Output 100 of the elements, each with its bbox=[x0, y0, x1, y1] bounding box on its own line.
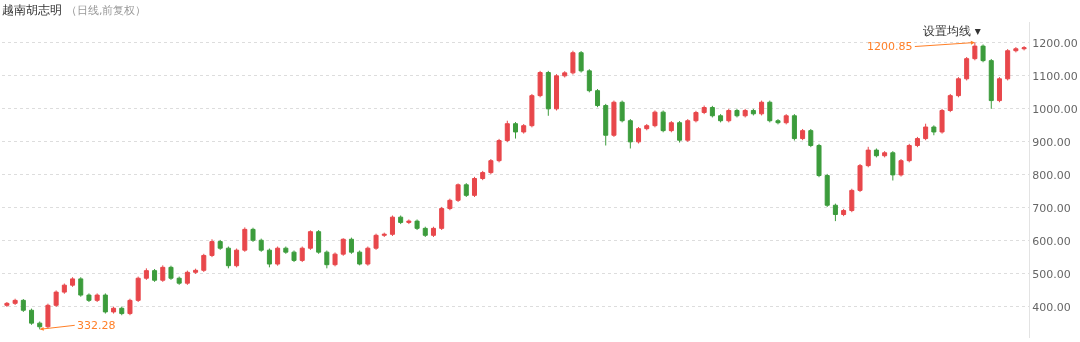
candlestick bbox=[168, 265, 174, 281]
y-tick-label: 500.00 bbox=[1032, 267, 1071, 281]
candlestick bbox=[955, 76, 961, 98]
candlestick bbox=[291, 250, 297, 263]
candlestick bbox=[373, 233, 379, 251]
annotation: 332.28 bbox=[77, 319, 116, 332]
candlestick bbox=[636, 126, 642, 145]
candlestick bbox=[152, 268, 158, 283]
candlestick bbox=[176, 276, 182, 286]
candlestick bbox=[480, 170, 486, 181]
candlestick bbox=[365, 246, 371, 267]
y-tick-label: 800.00 bbox=[1032, 168, 1071, 182]
candlestick bbox=[316, 229, 322, 255]
candlestick bbox=[783, 113, 789, 125]
candlestick bbox=[759, 100, 765, 116]
candlestick bbox=[603, 103, 609, 146]
candlestick bbox=[611, 100, 617, 138]
y-tick-label: 400.00 bbox=[1032, 300, 1071, 314]
candlestick bbox=[734, 108, 740, 118]
candlestick bbox=[677, 120, 683, 144]
y-tick-label: 600.00 bbox=[1032, 234, 1071, 248]
candlestick bbox=[119, 306, 125, 316]
candlestick bbox=[619, 100, 625, 123]
candlestick bbox=[135, 276, 141, 303]
candlestick bbox=[873, 147, 879, 158]
candlestick bbox=[275, 246, 281, 267]
candlestick bbox=[242, 226, 248, 253]
candlestick bbox=[496, 138, 502, 163]
candlestick bbox=[86, 292, 92, 303]
candlestick bbox=[898, 158, 904, 178]
candlestick bbox=[595, 88, 601, 108]
candlestick bbox=[127, 298, 133, 316]
candlestick bbox=[439, 206, 445, 231]
candlestick bbox=[1005, 48, 1011, 81]
candlestick bbox=[726, 108, 732, 123]
candlestick bbox=[299, 246, 305, 263]
candlestick bbox=[988, 58, 994, 110]
candlestick bbox=[389, 215, 395, 237]
candlestick bbox=[554, 73, 560, 111]
candlestick bbox=[283, 246, 289, 255]
candlestick bbox=[521, 123, 527, 135]
candlestick bbox=[570, 50, 576, 75]
candlestick bbox=[701, 105, 707, 115]
candlestick bbox=[78, 276, 84, 298]
candlestick bbox=[857, 163, 863, 193]
candlestick bbox=[586, 68, 592, 93]
candlestick bbox=[980, 43, 986, 63]
candlestick bbox=[996, 76, 1002, 103]
candlestick bbox=[824, 173, 830, 208]
candlestick bbox=[816, 143, 822, 178]
candlestick bbox=[742, 108, 748, 118]
candlestick bbox=[332, 251, 338, 267]
candlestick bbox=[800, 128, 806, 141]
candlestick bbox=[841, 208, 847, 217]
candlestick bbox=[20, 298, 26, 313]
annotation: 设置均线 ▾ bbox=[923, 24, 981, 38]
candlestick bbox=[398, 215, 404, 225]
candlestick bbox=[234, 248, 240, 268]
candlestick bbox=[29, 308, 35, 326]
y-tick-label: 900.00 bbox=[1032, 135, 1071, 149]
candlestick bbox=[832, 203, 838, 222]
candlestick bbox=[266, 248, 272, 268]
candlestick bbox=[545, 70, 551, 117]
y-tick-label: 1100.00 bbox=[1032, 69, 1078, 83]
y-tick-label: 1200.00 bbox=[1032, 36, 1078, 50]
candlestick bbox=[447, 198, 453, 211]
candlestick bbox=[217, 239, 223, 251]
candlestick bbox=[947, 93, 953, 113]
candlestick bbox=[422, 226, 428, 238]
candlestick bbox=[225, 246, 231, 269]
candlestick bbox=[652, 109, 658, 128]
candlestick bbox=[808, 128, 814, 148]
candlestick bbox=[324, 250, 330, 269]
candlestick bbox=[791, 113, 797, 142]
y-tick-label: 1000.00 bbox=[1032, 102, 1078, 116]
candlestick bbox=[488, 158, 494, 175]
candlestick bbox=[471, 176, 477, 198]
candlestick bbox=[718, 113, 724, 123]
candlestick bbox=[455, 182, 461, 203]
chart-subtitle: （日线,前复权） bbox=[65, 3, 147, 17]
candlestick bbox=[209, 238, 215, 258]
candlestick bbox=[693, 110, 699, 123]
candlestick bbox=[709, 105, 715, 118]
candlestick bbox=[529, 93, 535, 128]
candlestick bbox=[890, 150, 896, 181]
candlestick bbox=[668, 120, 674, 133]
candlestick bbox=[1021, 45, 1027, 51]
candlestick bbox=[562, 70, 568, 78]
candlestick bbox=[45, 303, 51, 329]
candlestick bbox=[578, 50, 584, 74]
candlestick bbox=[250, 227, 256, 243]
candlestick bbox=[94, 292, 100, 303]
candlestick bbox=[931, 124, 937, 136]
candlestick bbox=[70, 276, 76, 288]
annotation: 1200.85 bbox=[867, 40, 913, 53]
y-tick-label: 700.00 bbox=[1032, 201, 1071, 215]
candlestick bbox=[53, 289, 59, 308]
candlestick bbox=[914, 136, 920, 148]
candlestick bbox=[381, 232, 387, 238]
candlestick bbox=[1013, 46, 1019, 53]
